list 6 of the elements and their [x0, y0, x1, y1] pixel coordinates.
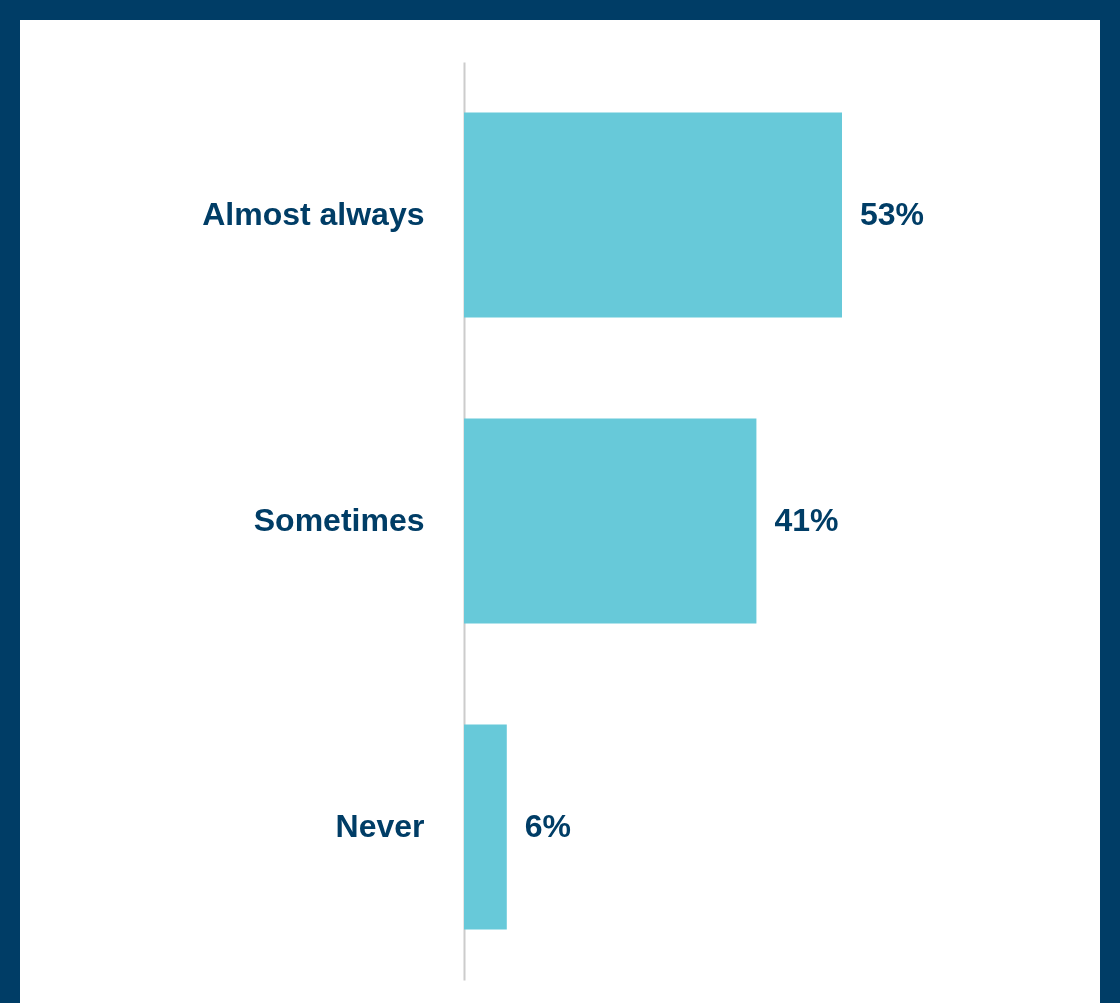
- data-label: 53%: [860, 196, 925, 232]
- data-label: 6%: [524, 808, 572, 844]
- data-label: 41%: [774, 502, 839, 538]
- y-tick-label: Never: [335, 808, 425, 844]
- y-tick-label: Sometimes: [253, 502, 425, 538]
- y-tick-label: Almost always: [202, 196, 425, 232]
